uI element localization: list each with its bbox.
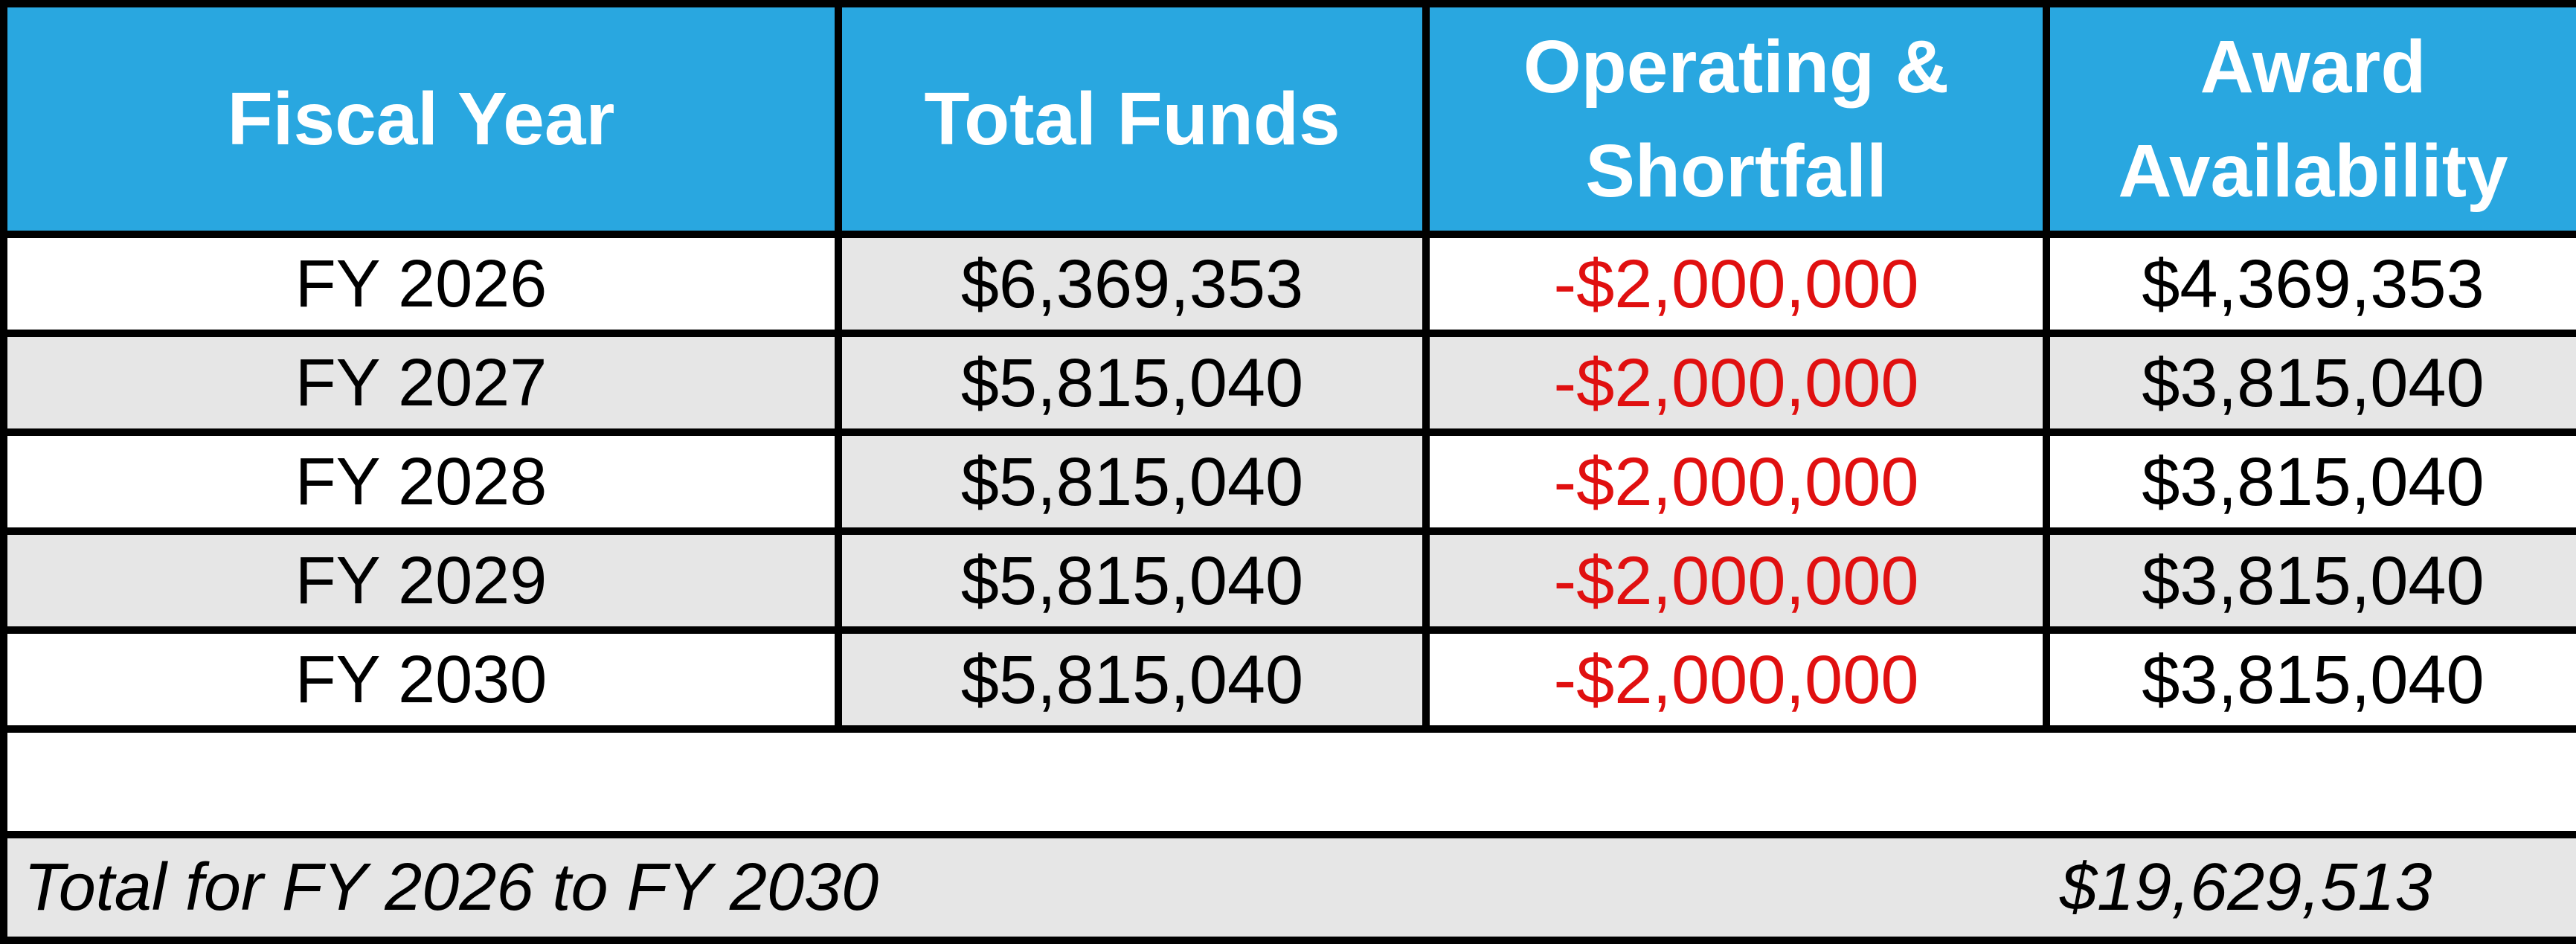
header-award-line2: Availability	[2118, 129, 2508, 213]
header-operating-line1: Operating &	[1523, 25, 1950, 109]
header-operating-line2: Shortfall	[1585, 129, 1887, 213]
blank-row	[0, 725, 2576, 839]
total-funds-cell: $6,369,353	[835, 230, 1430, 338]
header-row: Fiscal Year Total Funds Operating & Shor…	[0, 0, 2576, 238]
operating-shortfall-cell: -$2,000,000	[1422, 527, 2050, 635]
fiscal-year-cell: FY 2028	[0, 428, 842, 536]
operating-shortfall-cell: -$2,000,000	[1422, 330, 2050, 437]
header-award-line1: Award	[2200, 25, 2426, 109]
header-award-availability: Award Availability	[2043, 0, 2576, 238]
header-operating-shortfall: Operating & Shortfall	[1422, 0, 2050, 238]
fiscal-year-cell: FY 2026	[0, 230, 842, 338]
total-funds-cell: $5,815,040	[835, 428, 1430, 536]
fiscal-year-cell: FY 2029	[0, 527, 842, 635]
total-value: $19,629,513	[2046, 831, 2576, 944]
award-availability-cell: $3,815,040	[2043, 527, 2576, 635]
total-row: Total for FY 2026 to FY 2030 $19,629,513	[0, 831, 2576, 944]
total-funds-cell: $5,815,040	[835, 626, 1430, 733]
table-row: FY 2029 $5,815,040 -$2,000,000 $3,815,04…	[0, 527, 2576, 635]
header-total-funds: Total Funds	[835, 0, 1430, 238]
operating-shortfall-cell: -$2,000,000	[1422, 230, 2050, 338]
total-label: Total for FY 2026 to FY 2030	[0, 831, 2046, 944]
table-row: FY 2030 $5,815,040 -$2,000,000 $3,815,04…	[0, 626, 2576, 733]
total-funds-cell: $5,815,040	[835, 330, 1430, 437]
fiscal-year-cell: FY 2027	[0, 330, 842, 437]
total-funds-cell: $5,815,040	[835, 527, 1430, 635]
operating-shortfall-cell: -$2,000,000	[1422, 428, 2050, 536]
award-availability-cell: $4,369,353	[2043, 230, 2576, 338]
blank-cell	[0, 725, 2576, 839]
table-row: FY 2026 $6,369,353 -$2,000,000 $4,369,35…	[0, 230, 2576, 338]
table-row: FY 2028 $5,815,040 -$2,000,000 $3,815,04…	[0, 428, 2576, 536]
award-availability-cell: $3,815,040	[2043, 330, 2576, 437]
award-availability-cell: $3,815,040	[2043, 626, 2576, 733]
table-row: FY 2027 $5,815,040 -$2,000,000 $3,815,04…	[0, 330, 2576, 437]
fiscal-year-cell: FY 2030	[0, 626, 842, 733]
header-fiscal-year: Fiscal Year	[0, 0, 842, 238]
operating-shortfall-cell: -$2,000,000	[1422, 626, 2050, 733]
award-availability-cell: $3,815,040	[2043, 428, 2576, 536]
